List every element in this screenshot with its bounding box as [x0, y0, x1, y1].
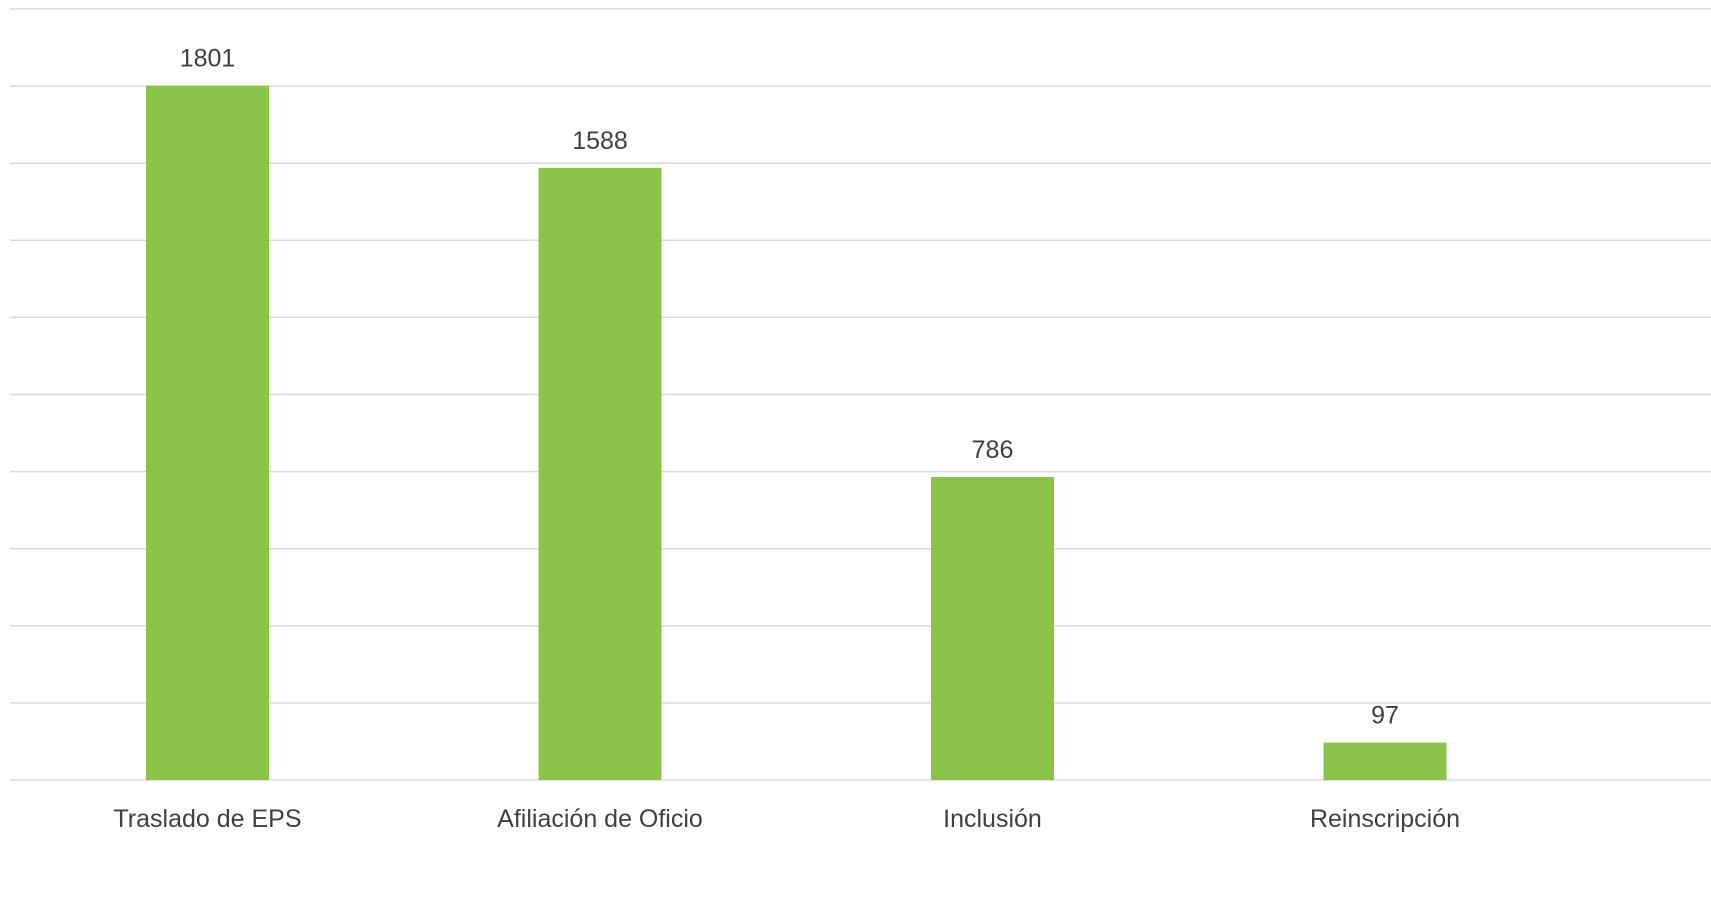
bars — [146, 85, 1447, 781]
x-tick-label: Afiliación de Oficio — [497, 805, 703, 833]
data-label: 1588 — [572, 127, 628, 155]
gridlines — [10, 8, 1711, 781]
x-tick-label: Traslado de EPS — [113, 805, 301, 833]
bar — [1323, 742, 1447, 780]
x-tick-label: Reinscripción — [1310, 805, 1460, 833]
bar — [538, 167, 662, 781]
x-axis-tick-labels: Traslado de EPS Afiliación de Oficio Inclu… — [113, 805, 1460, 833]
bar — [146, 85, 269, 781]
data-label: 786 — [972, 436, 1014, 464]
data-label: 1801 — [180, 45, 236, 73]
x-tick-label: Inclusión — [943, 805, 1042, 833]
data-label: 97 — [1371, 702, 1399, 730]
bar — [931, 476, 1054, 780]
data-labels: 1801 1588 786 97 — [180, 45, 1399, 730]
